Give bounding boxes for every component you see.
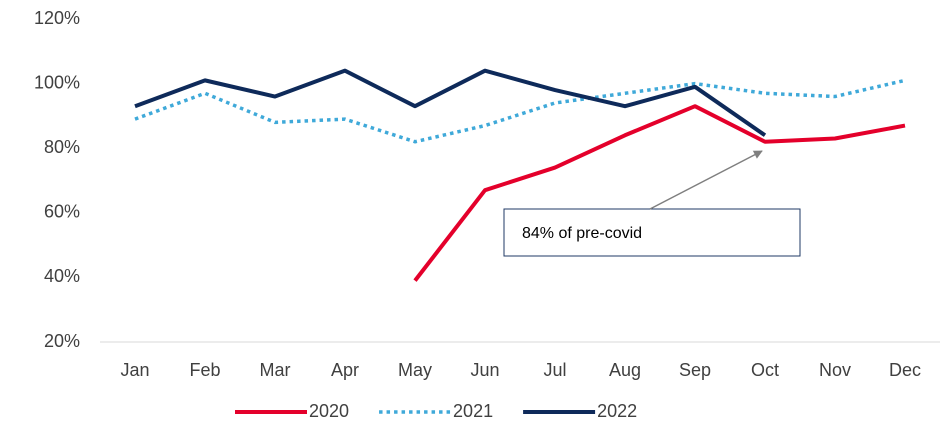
y-tick-label: 100% — [34, 72, 80, 92]
x-tick-label: Mar — [260, 360, 291, 380]
legend-label: 2021 — [453, 401, 493, 421]
y-tick-label: 20% — [44, 331, 80, 351]
y-tick-label: 60% — [44, 202, 80, 222]
y-tick-label: 40% — [44, 266, 80, 286]
x-tick-label: Nov — [819, 360, 851, 380]
x-tick-label: Apr — [331, 360, 359, 380]
x-tick-label: Aug — [609, 360, 641, 380]
y-tick-label: 80% — [44, 137, 80, 157]
x-tick-label: May — [398, 360, 432, 380]
annotation-box — [503, 208, 801, 257]
legend-label: 2020 — [309, 401, 349, 421]
line-2020 — [413, 104, 906, 282]
annotation-arrow — [649, 150, 763, 210]
x-tick-label: Feb — [189, 360, 220, 380]
annotation: 84% of pre-covid — [522, 225, 642, 242]
x-tick-label: Sep — [679, 360, 711, 380]
line-2021 — [134, 78, 906, 144]
x-tick-label: Jun — [470, 360, 499, 380]
x-tick-label: Jul — [543, 360, 566, 380]
x-tick-label: Dec — [889, 360, 921, 380]
line-2022 — [134, 68, 767, 137]
legend-label: 2022 — [597, 401, 637, 421]
x-tick-label: Jan — [120, 360, 149, 380]
y-tick-label: 120% — [34, 8, 80, 28]
plot — [134, 68, 906, 282]
x-tick-label: Oct — [751, 360, 779, 380]
